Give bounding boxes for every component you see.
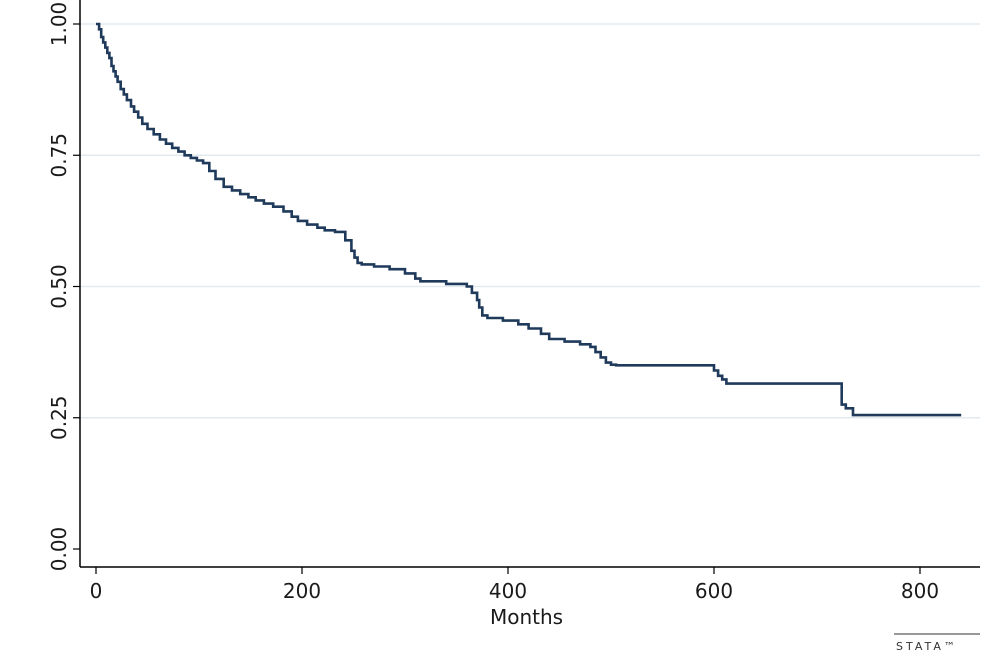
y-tick-label: 0.75	[47, 133, 71, 178]
y-tick-label: 0.50	[47, 264, 71, 309]
x-tick-label: 600	[695, 579, 733, 603]
x-tick-label: 800	[901, 579, 939, 603]
axis-layer	[79, 0, 980, 568]
stata-watermark: STATA™	[896, 640, 958, 653]
x-tick-label: 200	[283, 579, 321, 603]
survival-step-line	[96, 22, 962, 417]
grid-layer	[80, 23, 980, 419]
y-tick-label: 1.00	[47, 2, 71, 47]
x-axis-title: Months	[490, 605, 563, 629]
series-layer	[96, 22, 962, 417]
y-tick-label: 0.00	[47, 527, 71, 572]
tick-layer: 0.00 0.25 0.50 0.75 1.00 0 200 400 600 800	[47, 2, 939, 603]
y-tick-label: 0.25	[47, 395, 71, 440]
x-tick-label: 400	[489, 579, 527, 603]
x-tick-label: 0	[90, 579, 103, 603]
